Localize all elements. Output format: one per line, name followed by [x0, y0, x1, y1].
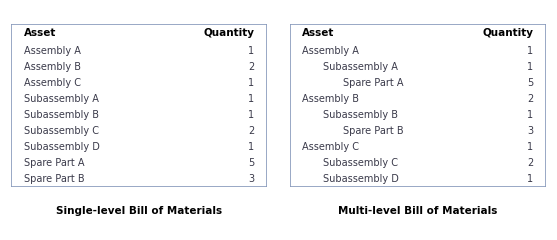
- Text: 5: 5: [248, 158, 255, 168]
- Text: 1: 1: [248, 46, 255, 56]
- Text: Assembly A: Assembly A: [24, 46, 81, 56]
- Text: 1: 1: [527, 110, 533, 120]
- Text: 2: 2: [248, 62, 255, 72]
- Text: Quantity: Quantity: [203, 28, 255, 38]
- Text: 2: 2: [248, 126, 255, 136]
- Text: Subassembly D: Subassembly D: [24, 142, 100, 152]
- Text: Quantity: Quantity: [482, 28, 533, 38]
- Text: Subassembly B: Subassembly B: [24, 110, 99, 120]
- Text: Assembly A: Assembly A: [302, 46, 359, 56]
- Text: Subassembly D: Subassembly D: [323, 174, 399, 184]
- Text: 2: 2: [527, 94, 533, 104]
- Text: Assembly B: Assembly B: [24, 62, 81, 72]
- Text: Subassembly A: Subassembly A: [323, 62, 398, 72]
- Text: Subassembly C: Subassembly C: [24, 126, 99, 136]
- Text: 1: 1: [527, 142, 533, 152]
- Text: Multi-level Bill of Materials: Multi-level Bill of Materials: [338, 206, 497, 216]
- Text: 5: 5: [527, 78, 533, 88]
- Text: 1: 1: [248, 94, 255, 104]
- Text: 1: 1: [248, 110, 255, 120]
- Text: 2: 2: [527, 158, 533, 168]
- Text: Assembly C: Assembly C: [24, 78, 81, 88]
- Text: Subassembly C: Subassembly C: [323, 158, 398, 168]
- Text: 1: 1: [527, 46, 533, 56]
- Text: Asset: Asset: [24, 28, 56, 38]
- Text: 3: 3: [248, 174, 255, 184]
- Text: Spare Part B: Spare Part B: [24, 174, 85, 184]
- Text: Asset: Asset: [302, 28, 335, 38]
- Text: Spare Part A: Spare Part A: [24, 158, 85, 168]
- Text: 1: 1: [248, 78, 255, 88]
- Text: Single-level Bill of Materials: Single-level Bill of Materials: [56, 206, 222, 216]
- Text: Subassembly B: Subassembly B: [323, 110, 398, 120]
- Text: 3: 3: [527, 126, 533, 136]
- Text: Spare Part A: Spare Part A: [344, 78, 404, 88]
- Text: Spare Part B: Spare Part B: [344, 126, 404, 136]
- Text: Assembly C: Assembly C: [302, 142, 359, 152]
- Text: Subassembly A: Subassembly A: [24, 94, 99, 104]
- Text: 1: 1: [527, 62, 533, 72]
- Text: 1: 1: [248, 142, 255, 152]
- Text: Assembly B: Assembly B: [302, 94, 359, 104]
- Text: 1: 1: [527, 174, 533, 184]
